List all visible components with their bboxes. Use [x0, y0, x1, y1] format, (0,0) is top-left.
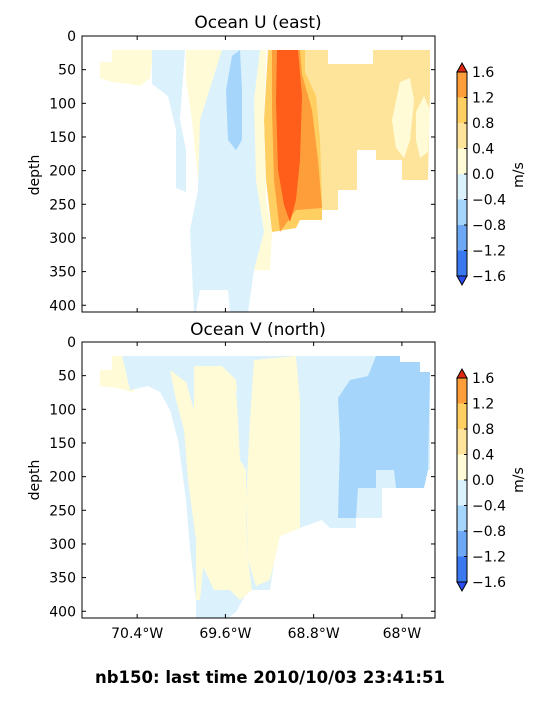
- v-north-ytick-label: 50: [58, 369, 76, 385]
- u-east-ytick-label: 300: [49, 231, 76, 247]
- v-north-colorbar-segment: [457, 378, 467, 404]
- u-east-band-0.0-0.4: [100, 50, 152, 86]
- u-east-band--0.4-0.0: [152, 50, 186, 192]
- u-east-band--0.8--0.4: [226, 50, 242, 150]
- u-east-colorbar-segment: [457, 72, 467, 98]
- u-east-colorbar: 1.6 1.2 0.8 0.4 0.0 −0.4 −0.8 −1.2 −1.6: [456, 61, 506, 287]
- u-east-ytick-label: 250: [49, 197, 76, 213]
- u-east-colorbar-tick-label: 0.8: [472, 116, 494, 132]
- v-north-colorbar: 1.6 1.2 0.8 0.4 0.0 −0.4 −0.8 −1.2 −1.6: [456, 367, 506, 593]
- figure-caption: nb150: last time 2010/10/03 23:41:51: [95, 668, 445, 687]
- v-north-band--0.8--0.4: [338, 356, 430, 518]
- u-east-xticks: [136, 36, 403, 312]
- v-north-ytick-label: 0: [67, 335, 76, 351]
- v-north-band--0.4-0.0: [236, 386, 252, 470]
- u-east-colorbar-segment: [457, 148, 467, 174]
- v-north-panel: Ocean V (north) depth 0 50 100 150 200 250 300…: [27, 320, 527, 642]
- u-east-colorbar-segment: [457, 250, 467, 276]
- u-east-title: Ocean U (east): [194, 13, 321, 33]
- v-north-colorbar-segment: [457, 454, 467, 480]
- v-north-colorbar-segment: [457, 505, 467, 531]
- v-north-ytick-label: 400: [49, 604, 76, 620]
- v-north-colorbar-label: m/s: [511, 467, 527, 493]
- v-north-xtick-label: 70.4°W: [111, 626, 163, 642]
- u-east-band--0.4-0.0: [190, 50, 264, 312]
- u-east-ytick-label: 150: [49, 130, 76, 146]
- u-east-colorbar-tick-label: 1.2: [472, 91, 494, 107]
- u-east-colorbar-tick-label: −1.6: [472, 269, 506, 285]
- u-east-band-0.4-0.8: [300, 50, 430, 220]
- v-north-ytick-label: 250: [49, 503, 76, 519]
- v-north-colorbar-extend-top: [456, 367, 468, 379]
- u-east-colorbar-segment: [457, 225, 467, 251]
- v-north-colorbar-tick-label: 0.4: [472, 448, 494, 464]
- v-north-colorbar-tick-label: −0.8: [472, 524, 506, 540]
- v-north-xtick-label: 68°W: [383, 626, 422, 642]
- u-east-colorbar-tick-label: −1.2: [472, 244, 506, 260]
- v-north-colorbar-tick-label: −0.4: [472, 499, 506, 515]
- u-east-colorbar-extend-top: [456, 61, 468, 73]
- v-north-ytick-label: 150: [49, 436, 76, 452]
- v-north-colorbar-tick-label: 1.2: [472, 397, 494, 413]
- v-north-ytick-label: 100: [49, 402, 76, 418]
- u-east-colorbar-tick-label: −0.4: [472, 193, 506, 209]
- v-north-colorbar-tick-label: 0.8: [472, 422, 494, 438]
- v-north-colorbar-segment: [457, 429, 467, 455]
- u-east-band-0.0-0.4: [416, 96, 430, 158]
- v-north-colorbar-tick-label: −1.6: [472, 575, 506, 591]
- v-north-colorbar-tick-label: −1.2: [472, 550, 506, 566]
- v-north-xtick-label: 69.6°W: [199, 626, 251, 642]
- u-east-colorbar-segment: [457, 174, 467, 200]
- u-east-band-1.6: [276, 50, 302, 222]
- u-east-colorbar-tick-label: 0.0: [472, 167, 494, 183]
- v-north-colorbar-segment: [457, 531, 467, 557]
- u-east-frame: [81, 35, 436, 313]
- v-north-field: [82, 342, 435, 618]
- v-north-ytick-label: 200: [49, 470, 76, 486]
- v-north-colorbar-segment: [457, 556, 467, 582]
- u-east-ylabel: depth: [27, 155, 43, 196]
- u-east-colorbar-tick-label: 0.4: [472, 142, 494, 158]
- u-east-colorbar-tick-label: 1.6: [472, 65, 494, 81]
- u-east-colorbar-label: m/s: [511, 162, 527, 188]
- u-east-colorbar-segment: [457, 123, 467, 149]
- u-east-colorbar-extend-bottom: [456, 275, 468, 287]
- u-east-ytick-label: 350: [49, 265, 76, 281]
- v-north-colorbar-tick-label: 0.0: [472, 473, 494, 489]
- v-north-colorbar-extend-bottom: [456, 581, 468, 593]
- v-north-band-0.0-0.4: [246, 356, 300, 586]
- v-north-frame: [81, 341, 436, 619]
- u-east-colorbar-segment: [457, 97, 467, 123]
- v-north-title: Ocean V (north): [190, 320, 326, 340]
- v-north-band-0.0-0.4: [194, 366, 252, 600]
- u-east-ytick-label: 200: [49, 164, 76, 180]
- v-north-xtick-label: 68.8°W: [288, 626, 340, 642]
- v-north-ylabel: depth: [27, 460, 43, 501]
- u-east-yticks: 0 50 100 150 200 250 300 350 400: [49, 29, 435, 314]
- v-north-colorbar-segment: [457, 403, 467, 429]
- u-east-colorbar-segment: [457, 199, 467, 225]
- v-north-colorbar-tick-label: 1.6: [472, 371, 494, 387]
- u-east-ytick-label: 50: [58, 63, 76, 79]
- u-east-ytick-label: 100: [49, 96, 76, 112]
- u-east-colorbar-tick-label: −0.8: [472, 218, 506, 234]
- v-north-xticks: 70.4°W 69.6°W 68.8°W 68°W: [111, 342, 421, 642]
- v-north-colorbar-segment: [457, 480, 467, 506]
- u-east-panel: Ocean U (east) depth 0 50 100 150 200 250 300 3…: [27, 13, 527, 314]
- v-north-yticks: 0 50 100 150 200 250 300 350 400: [49, 335, 435, 620]
- u-east-field: [82, 36, 435, 312]
- u-east-band-0.0-0.4: [392, 78, 414, 158]
- v-north-ytick-label: 350: [49, 571, 76, 587]
- u-east-ytick-label: 0: [67, 29, 76, 45]
- v-north-ytick-label: 300: [49, 537, 76, 553]
- u-east-ytick-label: 400: [49, 298, 76, 314]
